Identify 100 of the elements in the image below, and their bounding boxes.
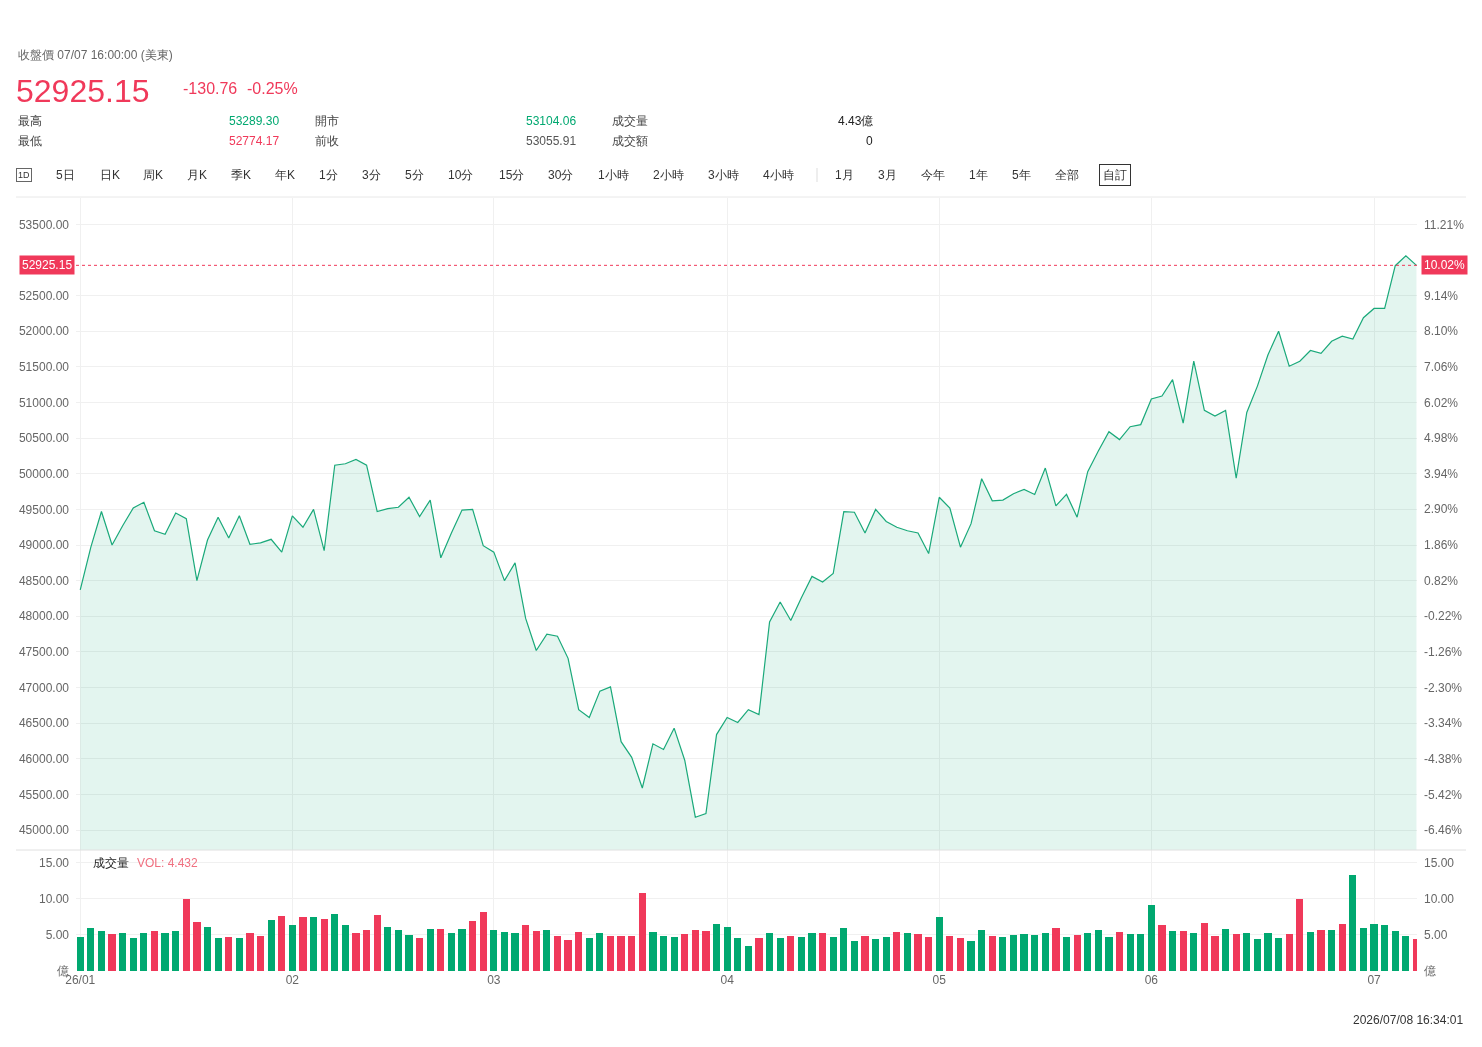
- bar: [1148, 905, 1155, 971]
- x-tick-label: 06: [1144, 973, 1159, 987]
- text: 成交量: [612, 114, 648, 128]
- bar: [215, 938, 222, 971]
- bar: [564, 940, 572, 971]
- bar: [692, 930, 699, 971]
- bar: [458, 929, 466, 971]
- text: 2026/07/08 16:34:01: [1353, 1013, 1464, 1027]
- text: 0: [866, 134, 873, 148]
- bar: [798, 937, 805, 971]
- bar: [617, 936, 625, 971]
- bar: [1402, 936, 1409, 971]
- bar: [522, 925, 529, 971]
- text: 3小時: [708, 168, 739, 182]
- bar: [819, 933, 826, 971]
- y2-tick-label: 2.90%: [1424, 502, 1459, 517]
- text: 4.43億: [838, 114, 874, 128]
- y2-tick-label: 0.82%: [1424, 573, 1459, 588]
- y2-tick-label: -6.46%: [1424, 823, 1463, 838]
- y-tick-label: 46500.00: [18, 716, 70, 731]
- bar: [268, 920, 275, 971]
- bar: [427, 929, 434, 971]
- bar: [830, 937, 837, 971]
- bar: [1349, 875, 1356, 971]
- bar: [1010, 935, 1017, 971]
- bar: [861, 936, 869, 971]
- bar: [660, 936, 667, 971]
- bar: [1243, 933, 1250, 971]
- text: 1小時: [598, 168, 629, 182]
- y-tick-label: 10.00: [38, 891, 70, 906]
- y2-tick-label: 9.14%: [1424, 288, 1459, 303]
- text: 1分: [319, 168, 338, 182]
- bar: [777, 938, 784, 971]
- bar: [1233, 934, 1240, 971]
- bar: [437, 929, 444, 971]
- y-tick-label: 45000.00: [18, 823, 70, 838]
- y-tick-label: 49500.00: [18, 502, 70, 517]
- bar: [511, 933, 519, 971]
- text: 53055.91: [526, 134, 577, 148]
- x-tick-label: 02: [285, 973, 300, 987]
- bar: [130, 938, 137, 971]
- text: 今年: [921, 168, 945, 182]
- y2-tick-label: 7.06%: [1424, 359, 1459, 374]
- bar: [1084, 933, 1091, 971]
- bar: [278, 916, 285, 971]
- bar: [914, 934, 922, 971]
- y2-tick-label: 11.21%: [1424, 217, 1465, 232]
- bar: [331, 914, 338, 971]
- text: 15分: [499, 168, 525, 182]
- text: 10分: [448, 168, 474, 182]
- text: 53104.06: [526, 114, 577, 128]
- bar: [1296, 899, 1303, 971]
- bar: [671, 937, 678, 971]
- y2-tick-label: -2.30%: [1424, 680, 1463, 695]
- bar: [257, 936, 264, 971]
- y2-tick-label: -1.26%: [1424, 645, 1463, 660]
- bar: [416, 938, 423, 971]
- bar: [1211, 936, 1219, 971]
- y-tick-label: 45500.00: [18, 787, 70, 802]
- ref-line-label: 52925.15: [22, 258, 73, 272]
- y-tick-label: 49000.00: [18, 538, 70, 553]
- bar: [363, 930, 370, 971]
- y-tick-label: 51500.00: [18, 360, 70, 375]
- bar: [98, 931, 105, 971]
- bar: [172, 931, 179, 971]
- bar: [1275, 938, 1282, 971]
- text: 2小時: [653, 168, 684, 182]
- text: 季K: [231, 168, 252, 182]
- text: 日K: [100, 168, 121, 182]
- bar: [681, 934, 688, 971]
- bar: [957, 938, 964, 971]
- bar: [967, 941, 975, 971]
- bar: [808, 933, 816, 971]
- bar: [384, 927, 391, 971]
- text: 5分: [405, 168, 424, 182]
- bar: [1137, 934, 1144, 971]
- bar: [766, 933, 773, 971]
- text: 開市: [315, 114, 339, 128]
- bar: [490, 930, 497, 971]
- bar: [1063, 937, 1070, 971]
- bar: [1180, 931, 1187, 971]
- bar: [161, 933, 169, 971]
- text: 1月: [835, 168, 854, 182]
- bar: [1317, 930, 1325, 971]
- bar: [1052, 928, 1060, 971]
- y2-tick-label: 15.00: [1424, 855, 1455, 870]
- bar: [1370, 924, 1378, 971]
- bar: [1190, 933, 1197, 971]
- bar: [108, 934, 116, 971]
- bar: [193, 922, 201, 971]
- bar: [1328, 930, 1335, 971]
- text: 3分: [362, 168, 381, 182]
- bar: [840, 928, 847, 971]
- text: 52925.15: [16, 73, 150, 109]
- y2-tick-label: 8.10%: [1424, 324, 1459, 339]
- bar: [1254, 939, 1261, 971]
- bar: [299, 917, 307, 971]
- x-tick-label: 04: [720, 973, 735, 987]
- bar: [1392, 931, 1399, 971]
- bar: [1158, 925, 1166, 971]
